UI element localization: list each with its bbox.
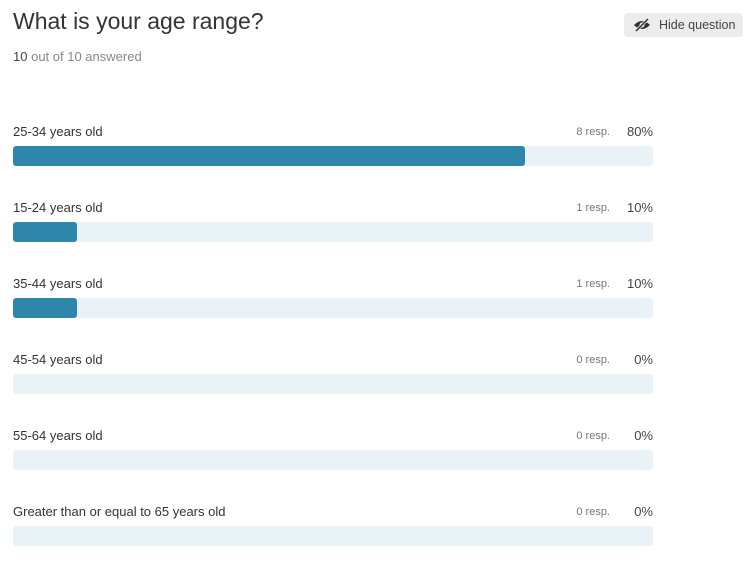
option-label: 25-34 years old [13, 124, 103, 139]
response-count: 1 resp. [576, 202, 610, 214]
percent-label: 0% [634, 352, 653, 367]
percent-label: 0% [634, 504, 653, 519]
answered-summary: 10 out of 10 answered [13, 49, 142, 64]
option-label: 55-64 years old [13, 428, 103, 443]
bar-track [13, 450, 653, 470]
response-count: 0 resp. [576, 354, 610, 366]
response-count: 0 resp. [576, 430, 610, 442]
percent-label: 10% [626, 200, 653, 215]
response-count: 1 resp. [576, 278, 610, 290]
option-label: 45-54 years old [13, 352, 103, 367]
bar-track [13, 526, 653, 546]
result-row: 15-24 years old 1 resp. 10% [13, 200, 653, 260]
answered-count: 10 [13, 49, 28, 64]
bar-track [13, 298, 653, 318]
option-label: 15-24 years old [13, 200, 103, 215]
percent-label: 0% [634, 428, 653, 443]
result-row: 25-34 years old 8 resp. 80% [13, 124, 653, 184]
percent-label: 80% [626, 124, 653, 139]
result-row: 55-64 years old 0 resp. 0% [13, 428, 653, 488]
hide-icon [634, 18, 650, 32]
percent-label: 10% [626, 276, 653, 291]
hide-question-button[interactable]: Hide question [624, 13, 743, 37]
result-row: Greater than or equal to 65 years old 0 r… [13, 504, 653, 564]
option-label: 35-44 years old [13, 276, 103, 291]
response-count: 0 resp. [576, 506, 610, 518]
bar-track [13, 374, 653, 394]
option-label: Greater than or equal to 65 years old [13, 504, 226, 519]
bar-track [13, 222, 653, 242]
answered-text: out of 10 answered [31, 49, 142, 64]
result-row: 35-44 years old 1 resp. 10% [13, 276, 653, 336]
question-title: What is your age range? [13, 8, 264, 34]
bar [13, 298, 77, 318]
button-label: Hide question [659, 18, 736, 32]
response-count: 8 resp. [576, 126, 610, 138]
bar-track [13, 146, 653, 166]
bar [13, 222, 77, 242]
bar [13, 146, 525, 166]
result-row: 45-54 years old 0 resp. 0% [13, 352, 653, 412]
